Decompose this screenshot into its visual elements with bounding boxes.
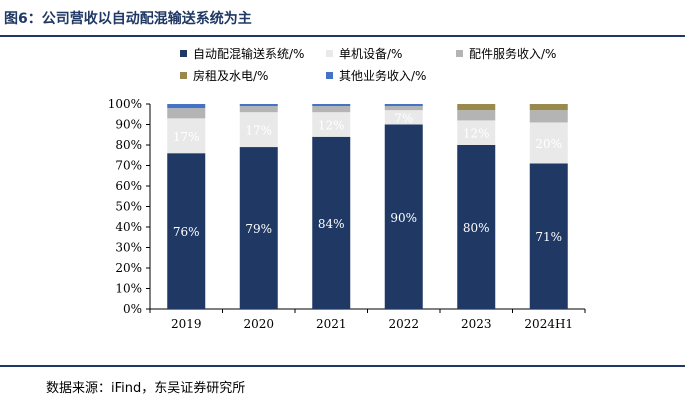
x-tick-label: 2024H1 <box>524 317 573 331</box>
legend-swatch-2 <box>456 50 463 57</box>
y-tick-label: 50% <box>115 200 142 214</box>
bar-segment <box>529 110 568 123</box>
x-tick-label: 2020 <box>243 317 274 331</box>
y-tick-label: 20% <box>115 261 142 275</box>
bar-segment <box>529 104 568 111</box>
bar-data-label: 90% <box>390 211 417 225</box>
legend-swatch-0 <box>180 50 187 57</box>
bar-segment <box>384 104 423 107</box>
bar-segment <box>239 112 278 148</box>
legend-swatch-4 <box>326 72 333 79</box>
y-tick-label: 80% <box>115 138 142 152</box>
legend-item-2: 配件服务收入/% <box>456 45 556 62</box>
y-tick-label: 30% <box>115 241 142 255</box>
x-tick-label: 2022 <box>388 317 419 331</box>
y-tick-label: 0% <box>123 302 142 316</box>
legend-label-2: 配件服务收入/% <box>469 47 557 61</box>
legend-label-1: 单机设备/% <box>339 47 403 61</box>
y-tick-label: 90% <box>115 118 142 132</box>
y-tick-label: 40% <box>115 220 142 234</box>
bar-segment <box>239 147 278 309</box>
legend-item-3: 房租及水电/% <box>180 67 268 84</box>
x-tick-label: 2023 <box>461 317 492 331</box>
x-tick-label: 2021 <box>316 317 347 331</box>
bar-data-label: 79% <box>245 222 272 236</box>
bar-segment <box>457 104 496 111</box>
x-tick-label: 2019 <box>171 317 202 331</box>
bar-data-label: 80% <box>463 221 490 235</box>
y-tick-label: 10% <box>115 282 142 296</box>
bar-segment <box>384 124 423 309</box>
legend-swatch-3 <box>180 72 187 79</box>
y-tick-label: 70% <box>115 159 142 173</box>
y-tick-label: 60% <box>115 179 142 193</box>
bar-segment <box>384 106 423 111</box>
bar-segment <box>167 118 206 154</box>
figure-title: 图6：公司营收以自动配混输送系统为主 <box>4 11 252 27</box>
y-tick-label: 100% <box>108 97 142 111</box>
bar-data-label: 12% <box>463 127 490 141</box>
bar-segment <box>312 106 351 113</box>
legend-label-0: 自动配混输送系统/% <box>193 47 305 61</box>
bar-segment <box>457 110 496 121</box>
bar-segment <box>167 108 206 119</box>
legend-item-1: 单机设备/% <box>326 45 402 62</box>
bar-segment <box>167 104 206 109</box>
bar-segment <box>167 153 206 309</box>
bar-segment <box>239 106 278 113</box>
bar-data-label: 20% <box>535 137 562 151</box>
bar-data-label: 12% <box>318 119 345 133</box>
source-rule <box>0 365 685 367</box>
bar-data-label: 7% <box>394 111 413 125</box>
bar-segment <box>384 110 423 125</box>
legend-item-0: 自动配混输送系统/% <box>180 45 304 62</box>
bar-data-label: 71% <box>535 230 562 244</box>
legend-label-3: 房租及水电/% <box>193 69 269 83</box>
title-rule <box>0 35 685 37</box>
legend-swatch-1 <box>326 50 333 57</box>
bar-segment <box>457 145 496 309</box>
bar-data-label: 17% <box>173 130 200 144</box>
legend-label-4: 其他业务收入/% <box>339 69 427 83</box>
bar-data-label: 76% <box>173 225 200 239</box>
legend-item-4: 其他业务收入/% <box>326 67 426 84</box>
bar-segment <box>529 122 568 164</box>
bar-segment <box>312 136 351 309</box>
bar-segment <box>312 104 351 107</box>
bar-segment <box>312 112 351 137</box>
bar-data-label: 84% <box>318 217 345 231</box>
source-note: 数据来源：iFind，东吴证券研究所 <box>46 381 246 396</box>
bar-segment <box>529 163 568 309</box>
bar-data-label: 17% <box>245 124 272 138</box>
bar-segment <box>239 104 278 107</box>
bar-segment <box>457 120 496 145</box>
